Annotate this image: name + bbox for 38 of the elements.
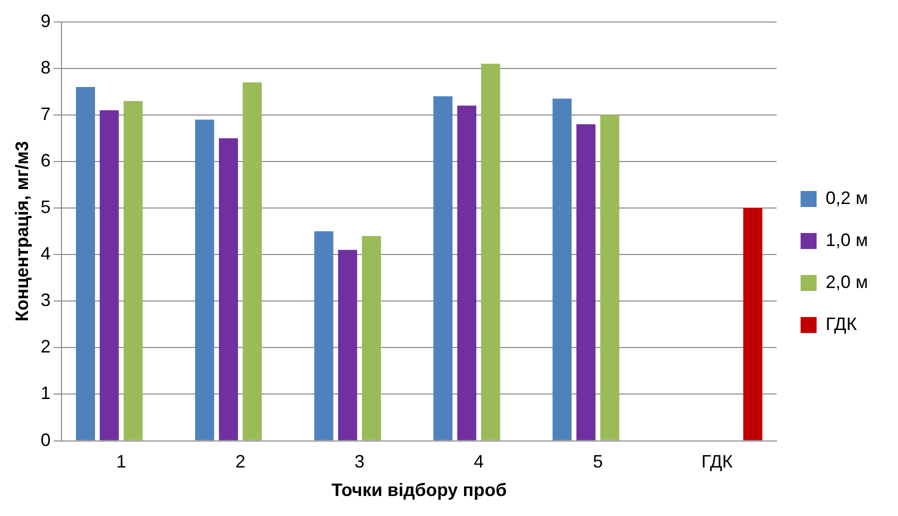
y-tick-label: 4 <box>40 244 51 264</box>
bar <box>218 138 238 440</box>
x-tick-label: ГДК <box>701 452 734 472</box>
y-tick-label: 3 <box>40 290 51 310</box>
bar <box>552 98 572 440</box>
bar <box>743 208 762 440</box>
bar <box>362 236 381 440</box>
bar <box>433 96 452 440</box>
bar <box>100 110 119 440</box>
bar <box>338 250 358 440</box>
y-tick-label: 8 <box>40 57 51 78</box>
y-tick-label: 9 <box>40 10 51 31</box>
bar <box>195 120 214 440</box>
x-axis-title: Точки відбору проб <box>331 480 507 500</box>
bar <box>457 106 476 440</box>
legend-label: 1,0 м <box>826 230 868 250</box>
bar <box>124 100 143 440</box>
x-tick-label: 5 <box>592 452 603 472</box>
bar <box>576 124 596 440</box>
bar <box>314 231 334 440</box>
bar <box>76 86 95 440</box>
x-tick-label: 4 <box>474 452 484 472</box>
y-tick-label: 7 <box>40 104 51 124</box>
y-tick-label: 0 <box>40 430 51 450</box>
x-tick-label: 1 <box>116 452 126 472</box>
x-tick-label: 2 <box>235 452 246 472</box>
y-tick-label: 1 <box>40 383 51 404</box>
y-tick-label: 2 <box>40 336 51 357</box>
legend-label: 2,0 м <box>826 272 868 292</box>
bar <box>242 82 262 440</box>
y-tick-label: 5 <box>40 196 51 217</box>
bar <box>600 114 620 440</box>
legend-label: ГДК <box>826 314 858 334</box>
bar <box>481 64 500 440</box>
legend-label: 0,2 м <box>826 188 868 208</box>
x-tick-label: 3 <box>354 452 365 472</box>
y-axis-title: Концентрація, мг/м3 <box>12 141 32 322</box>
y-tick-label: 6 <box>40 150 51 170</box>
